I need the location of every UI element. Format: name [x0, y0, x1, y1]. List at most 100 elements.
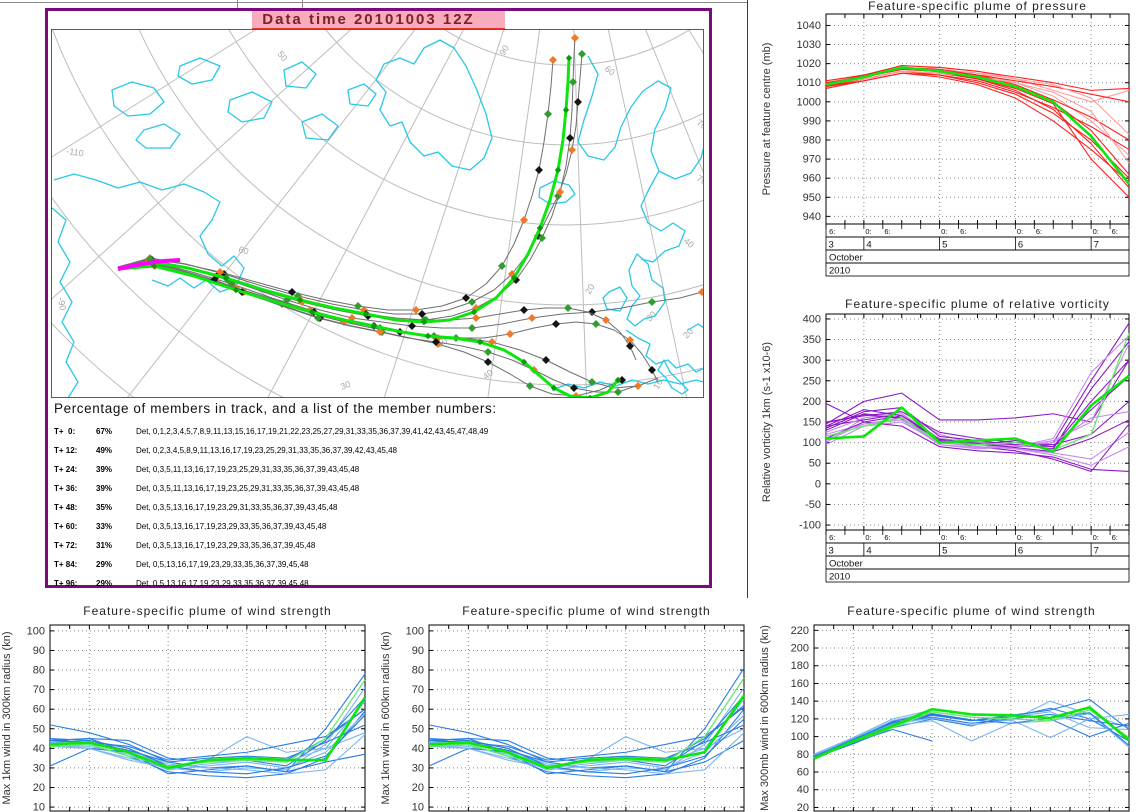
plume-series [428, 704, 745, 767]
y-tick-label: 350 [803, 334, 821, 346]
wind300km-plot: Feature-specific plume of wind strength 1… [1, 604, 367, 812]
y-tick-label: 100 [803, 437, 821, 449]
y-axis-label: Pressure at feature centre (mb) [761, 43, 773, 196]
member-row: T+ 84: 29% Det, 0,5,13,16,17,19,23,29,33,3… [54, 560, 705, 579]
plume-series [825, 341, 1130, 450]
coastline [626, 253, 666, 327]
coastline [577, 55, 703, 180]
hour-tick-label: 6: [829, 227, 835, 236]
data-time-label: Data time 20101003 12Z [252, 11, 505, 31]
control-track [117, 264, 620, 397]
y-tick-label: 10 [412, 802, 424, 812]
plume-series [428, 706, 745, 761]
hour-tick-label: 0: [941, 227, 947, 236]
day-tick-label: 3 [829, 546, 834, 557]
plume-series [49, 747, 366, 775]
graticule-label: 70 [695, 117, 704, 131]
chart-title: Feature-specific plume of wind strength [462, 604, 710, 618]
coastline [283, 61, 317, 89]
coastline [687, 323, 703, 331]
pressure-plot: Feature-specific plume of pressure 940 950… [761, 0, 1131, 277]
coastline [640, 170, 686, 263]
y-tick-label: 20 [33, 782, 45, 794]
y-tick-label: 220 [791, 625, 809, 637]
y-tick-label: -50 [805, 499, 821, 511]
y-tick-label: 20 [797, 802, 809, 812]
plume-series [49, 696, 367, 770]
member-percentage: 39% [96, 484, 113, 493]
plume-series [49, 679, 366, 767]
y-tick-label: 990 [803, 115, 821, 127]
y-tick-label: 30 [412, 762, 424, 774]
member-number-list: Det, 0,5,13,16,17,19,23,29,33,35,36,37,3… [136, 560, 309, 569]
y-tick-label: 970 [803, 154, 821, 166]
day-tick-label: 3 [829, 240, 834, 251]
y-axis-label: Relative vorticity 1km (s-1 x10-6) [761, 342, 773, 502]
day-tick-label: 5 [942, 546, 947, 557]
member-percentage: 35% [96, 503, 113, 512]
hour-tick-label: 6: [1036, 533, 1042, 542]
chrome-tick-1 [237, 0, 238, 8]
day-tick-label: 5 [942, 240, 947, 251]
chart-title: Feature-specific plume of wind strength [847, 604, 1095, 618]
lead-time-label: T+ 84: [54, 560, 78, 569]
graticule-label: 30 [339, 379, 352, 392]
coastline [375, 39, 493, 171]
plume-series [825, 411, 1130, 449]
plume-series [49, 701, 366, 769]
y-tick-label: 40 [33, 743, 45, 755]
coastline [657, 359, 689, 395]
member-number-list: Det, 0,3,5,11,13,16,17,19,23,25,29,31,33… [136, 465, 360, 474]
plume-series [825, 359, 1130, 448]
y-tick-label: 100 [406, 625, 424, 637]
y-tick-label: 1010 [797, 77, 821, 89]
plume-series [428, 718, 745, 775]
month-label: October [829, 253, 863, 264]
y-tick-label: 150 [803, 417, 821, 429]
hour-tick-label: 0: [941, 533, 947, 542]
hour-tick-label: 6: [960, 227, 966, 236]
y-axis-label: Max 1km wind in 300km radius (kn) [1, 631, 13, 804]
member-number-list: Det, 0,1,2,3,4,5,7,8,9,11,13,15,16,17,19… [136, 427, 489, 436]
graticule-label: 90 [497, 43, 511, 57]
y-tick-label: 950 [803, 192, 821, 204]
plume-series [825, 335, 1130, 450]
coastline [135, 123, 181, 149]
y-tick-label: 160 [791, 678, 809, 690]
hour-tick-label: 0: [865, 227, 871, 236]
y-tick-label: 960 [803, 173, 821, 185]
coastline [347, 83, 377, 107]
lead-time-label: T+ 0: [54, 427, 76, 436]
y-tick-label: 0 [815, 478, 821, 490]
y-tick-label: 40 [797, 784, 809, 796]
hour-tick-label: 0: [1017, 533, 1023, 542]
y-tick-label: 1020 [797, 58, 821, 70]
year-label: 2010 [829, 572, 850, 583]
wind600km-plot: Feature-specific plume of wind strength 1… [380, 604, 746, 812]
ensemble-track [117, 53, 583, 315]
year-label: 2010 [829, 266, 850, 277]
control-track [117, 57, 571, 324]
vorticity-plume-chart: Feature-specific plume of relative vorti… [748, 292, 1145, 598]
member-row: T+ 96: 29% Det, 0,5,13,16,17,19,23,29,33,3… [54, 579, 705, 598]
chrome-edge-line [0, 2, 1145, 3]
day-tick-label: 6 [1018, 240, 1023, 251]
member-percentage: 29% [96, 560, 113, 569]
member-percentage: 49% [96, 446, 113, 455]
plume-series [813, 706, 1130, 760]
plume-series [825, 333, 1130, 451]
y-tick-label: 980 [803, 135, 821, 147]
y-tick-label: 90 [33, 645, 45, 657]
coastline [111, 81, 165, 117]
graticule-label: 30 [644, 309, 658, 323]
chart-title: Feature-specific plume of pressure [868, 0, 1087, 13]
chrome-tick-2 [302, 0, 303, 8]
y-tick-label: 1000 [797, 96, 821, 108]
y-tick-label: 10 [33, 802, 45, 812]
lead-time-label: T+ 12: [54, 446, 78, 455]
data-time-title: Data time 20101003 12Z [48, 11, 709, 31]
plume-series [825, 374, 1130, 453]
chart-title: Feature-specific plume of relative vorti… [845, 297, 1110, 311]
